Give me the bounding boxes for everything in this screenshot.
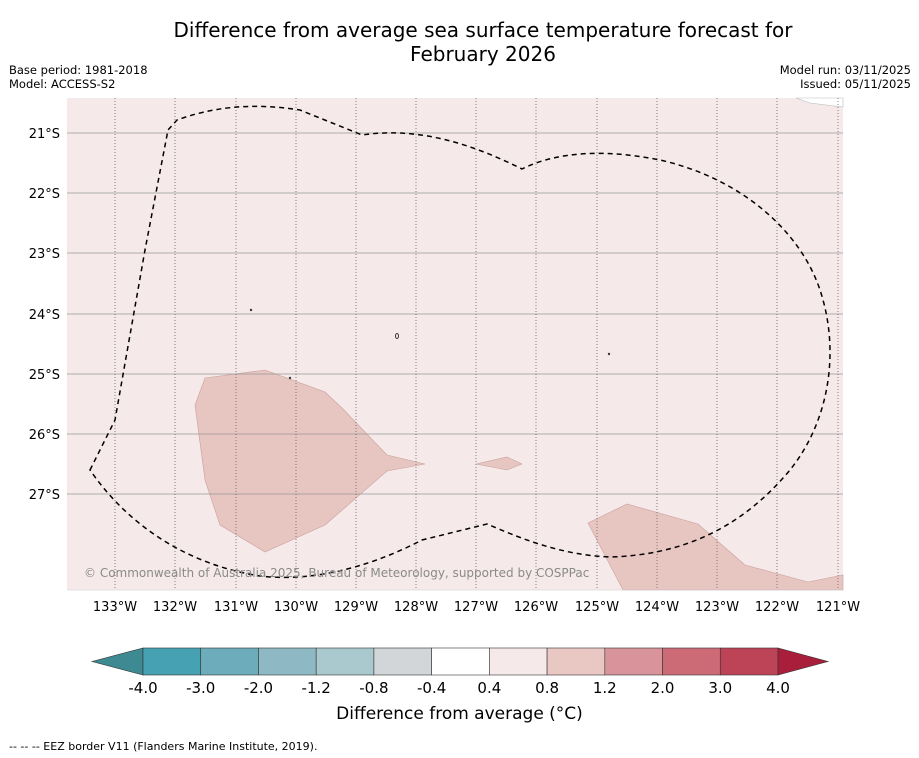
colorbar-segments (90, 647, 830, 676)
lon-label: 125°W (575, 600, 619, 615)
colorbar-segment (489, 647, 548, 676)
map-panel: 21°S 22°S 23°S 24°S 25°S 26°S 27°S 133°W… (29, 97, 860, 615)
lon-label: 131°W (214, 600, 258, 615)
model-name: Model: ACCESS-S2 (9, 77, 116, 91)
longitude-labels: 133°W 132°W 131°W 130°W 129°W 128°W 127°… (93, 600, 860, 615)
model-run: Model run: 03/11/2025 (779, 63, 911, 77)
anomaly-patch-west (194, 369, 426, 553)
colorbar-segment (719, 647, 779, 676)
colorbar-tick-label: 0.4 (477, 679, 501, 695)
colorbar-tick-label: 4.0 (766, 679, 790, 695)
anomaly-patches (194, 97, 844, 591)
colorbar-segment (546, 647, 606, 676)
colorbar-tick-label: 0.8 (535, 679, 559, 695)
lon-label: 132°W (153, 600, 197, 615)
colorbar-label: Difference from average (°C) (336, 704, 583, 724)
colorbar-segment (258, 647, 317, 676)
colorbar-tick-label: -1.2 (302, 679, 331, 695)
lon-label: 122°W (755, 600, 799, 615)
colorbar-tick-label: -0.8 (359, 679, 388, 695)
lat-label: 23°S (29, 247, 60, 262)
colorbar-segment (315, 647, 375, 676)
island-mark (249, 308, 253, 312)
meta-left: Base period: 1981-2018 Model: ACCESS-S2 (9, 63, 148, 91)
lon-label: 121°W (816, 600, 860, 615)
eez-border (89, 105, 831, 579)
island-mark (288, 376, 292, 380)
lon-label: 127°W (454, 600, 498, 615)
colorbar-extension-low (90, 647, 144, 676)
lat-label: 25°S (29, 368, 60, 383)
anomaly-patch-center (475, 456, 523, 471)
chart-title: Difference from average sea surface temp… (0, 18, 919, 66)
colorbar-tick-labels: -4.0 -3.0 -2.0 -1.2 -0.8 -0.4 0.4 0.8 1.2 2.0 3.0 4… (128, 679, 790, 695)
lon-label: 123°W (695, 600, 739, 615)
lat-label: 27°S (29, 488, 60, 503)
title-line-2: February 2026 (410, 42, 556, 66)
colorbar-tick-label: 3.0 (708, 679, 732, 695)
lat-label: 22°S (29, 187, 60, 202)
colorbar-tick-label: -0.4 (417, 679, 446, 695)
copyright-notice: © Commonwealth of Australia 2025, Bureau… (84, 566, 589, 580)
colorbar-tick-label: 1.2 (593, 679, 617, 695)
issued-date: Issued: 05/11/2025 (800, 77, 911, 91)
colorbar-segment (431, 647, 490, 676)
longitude-gridlines (114, 98, 839, 590)
lon-label: 133°W (93, 600, 137, 615)
eez-legend-note: -- -- -- EEZ border V11 (Flanders Marine… (9, 740, 318, 753)
map-background (67, 98, 843, 590)
colorbar-tick-label: -4.0 (128, 679, 157, 695)
lat-label: 26°S (29, 428, 60, 443)
anomaly-patch-northeast-corner (795, 97, 844, 108)
lon-label: 128°W (394, 600, 438, 615)
lon-label: 129°W (334, 600, 378, 615)
island-mark (395, 333, 399, 339)
colorbar-tick-label: -2.0 (244, 679, 273, 695)
colorbar-tick-label: 2.0 (651, 679, 675, 695)
colorbar-segment (373, 647, 432, 676)
lat-label: 21°S (29, 127, 60, 142)
lon-label: 130°W (274, 600, 318, 615)
latitude-gridlines (67, 132, 843, 495)
colorbar-segment (200, 647, 259, 676)
colorbar: -4.0 -3.0 -2.0 -1.2 -0.8 -0.4 0.4 0.8 1.2 2.0 3.0 4… (90, 647, 830, 695)
lat-label: 24°S (29, 308, 60, 323)
base-period: Base period: 1981-2018 (9, 63, 148, 77)
colorbar-tick-label: -3.0 (186, 679, 215, 695)
lon-label: 124°W (635, 600, 679, 615)
colorbar-extension-high (777, 647, 830, 676)
island-mark (607, 352, 611, 356)
meta-right: Model run: 03/11/2025 Issued: 05/11/2025 (780, 63, 911, 91)
lon-label: 126°W (514, 600, 558, 615)
latitude-labels: 21°S 22°S 23°S 24°S 25°S 26°S 27°S (29, 127, 60, 503)
colorbar-segment (142, 647, 202, 676)
island-marks (249, 308, 611, 380)
title-line-1: Difference from average sea surface temp… (173, 18, 793, 42)
colorbar-segment (604, 647, 663, 676)
colorbar-segment (662, 647, 721, 676)
